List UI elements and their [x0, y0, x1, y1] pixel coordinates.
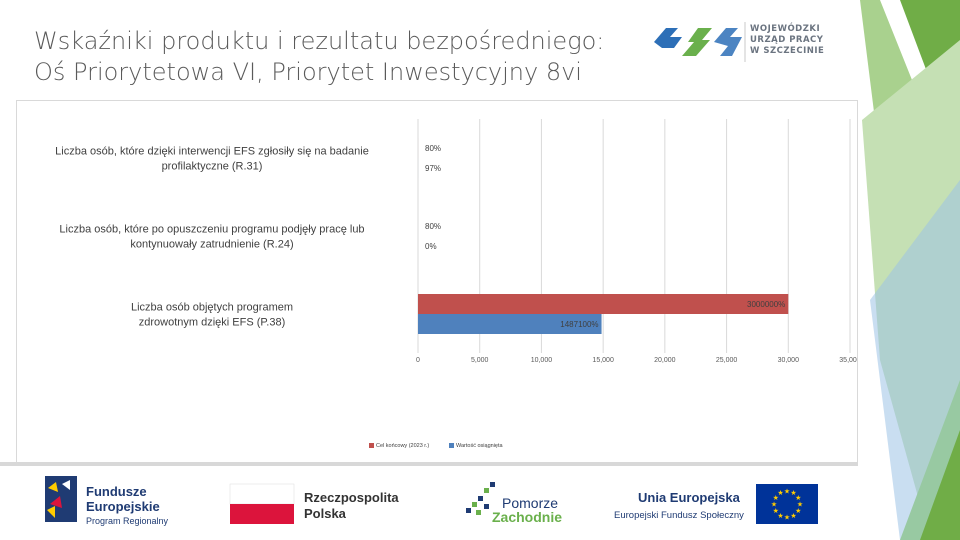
data-label: 1487100% [560, 320, 598, 329]
data-label: 80% [425, 222, 441, 231]
eu-star: ★ [773, 494, 779, 502]
pz-line-2: Zachodnie [492, 509, 562, 525]
title-line-1: Wskaźniki produktu i rezultatu bezpośred… [34, 27, 605, 55]
eu-star: ★ [771, 501, 777, 509]
eu-star: ★ [790, 489, 796, 497]
fe-title-2: Europejskie [86, 499, 160, 514]
category-label: zdrowotnym dzięki EFS (P.38) [139, 317, 286, 329]
x-tick-label: 35,000 [839, 357, 857, 364]
rp-line-2: Polska [304, 506, 347, 521]
x-tick-label: 25,000 [716, 357, 738, 364]
unia-europejska-logo: Unia Europejska Europejski Fundusz Społe… [614, 484, 818, 524]
data-label: 80% [425, 144, 441, 153]
divider-line [0, 462, 858, 466]
x-tick-label: 15,000 [592, 357, 614, 364]
legend-label: Wartość osiągnięta [456, 443, 504, 449]
eu-flag [756, 484, 818, 524]
eu-star: ★ [784, 514, 790, 522]
eu-star: ★ [777, 489, 783, 497]
category-label: profilaktyczne (R.31) [162, 161, 263, 173]
pomorze-zachodnie-logo: Pomorze Zachodnie [466, 482, 562, 525]
eu-star: ★ [784, 488, 790, 496]
bar [418, 294, 789, 314]
legend-label: Cel końcowy (2023 r.) [376, 443, 429, 449]
legend-swatch [369, 443, 374, 448]
rp-line-1: Rzeczpospolita [304, 490, 399, 505]
category-label: Liczba osób, które po opuszczeniu progra… [59, 224, 364, 236]
eu-stars-icon: ★★★★★★★★★ ★ ★★ [771, 488, 803, 522]
footer-logos: Fundusze Europejskie Program Regionalny … [45, 476, 818, 526]
eu-star: ★ [795, 494, 801, 502]
category-label: kontynuowały zatrudnienie (R.24) [130, 239, 293, 251]
eu-star: ★ [795, 507, 801, 515]
fundusze-europejskie-logo: Fundusze Europejskie Program Regionalny [45, 476, 169, 526]
x-tick-label: 30,000 [778, 357, 800, 364]
category-label: Liczba osób, które dzięki interwencji EF… [55, 146, 369, 158]
x-tick-label: 20,000 [654, 357, 676, 364]
title-line-2: Oś Priorytetowa VI, Priorytet Inwestycyj… [34, 58, 582, 86]
fe-subtitle: Program Regionalny [86, 516, 169, 526]
ue-title: Unia Europejska [638, 490, 741, 505]
bar [418, 314, 602, 334]
pz-line-1: Pomorze [502, 495, 558, 511]
bar-chart: 0 5,000 10,000 15,000 20,000 25,000 30,000 35,0… [55, 119, 857, 449]
x-tick-label: 10,000 [531, 357, 553, 364]
eu-star: ★ [773, 507, 779, 515]
wup-logo [654, 22, 746, 62]
eu-star: ★ [790, 512, 796, 520]
page-title: Wskaźniki produktu i rezultatu bezpośred… [34, 26, 634, 88]
data-label: 97% [425, 164, 441, 173]
x-tick-label: 0 [416, 357, 420, 364]
data-label: 0% [425, 242, 437, 251]
wup-logo-text: WOJEWÓDZKI URZĄD PRACY W SZCZECINIE [750, 24, 825, 56]
data-label: 3000000% [747, 300, 785, 309]
eu-star: ★ [777, 512, 783, 520]
eu-star: ★ [797, 501, 803, 509]
ue-subtitle: Europejski Fundusz Społeczny [614, 510, 744, 521]
rzeczpospolita-logo: Rzeczpospolita Polska [229, 483, 399, 524]
category-label: Liczba osób objętych programem [131, 302, 293, 314]
x-tick-label: 5,000 [471, 357, 489, 364]
chart-area: 0 5,000 10,000 15,000 20,000 25,000 30,000 35,0… [16, 100, 858, 464]
fe-title-1: Fundusze [86, 484, 147, 499]
legend-swatch [449, 443, 454, 448]
